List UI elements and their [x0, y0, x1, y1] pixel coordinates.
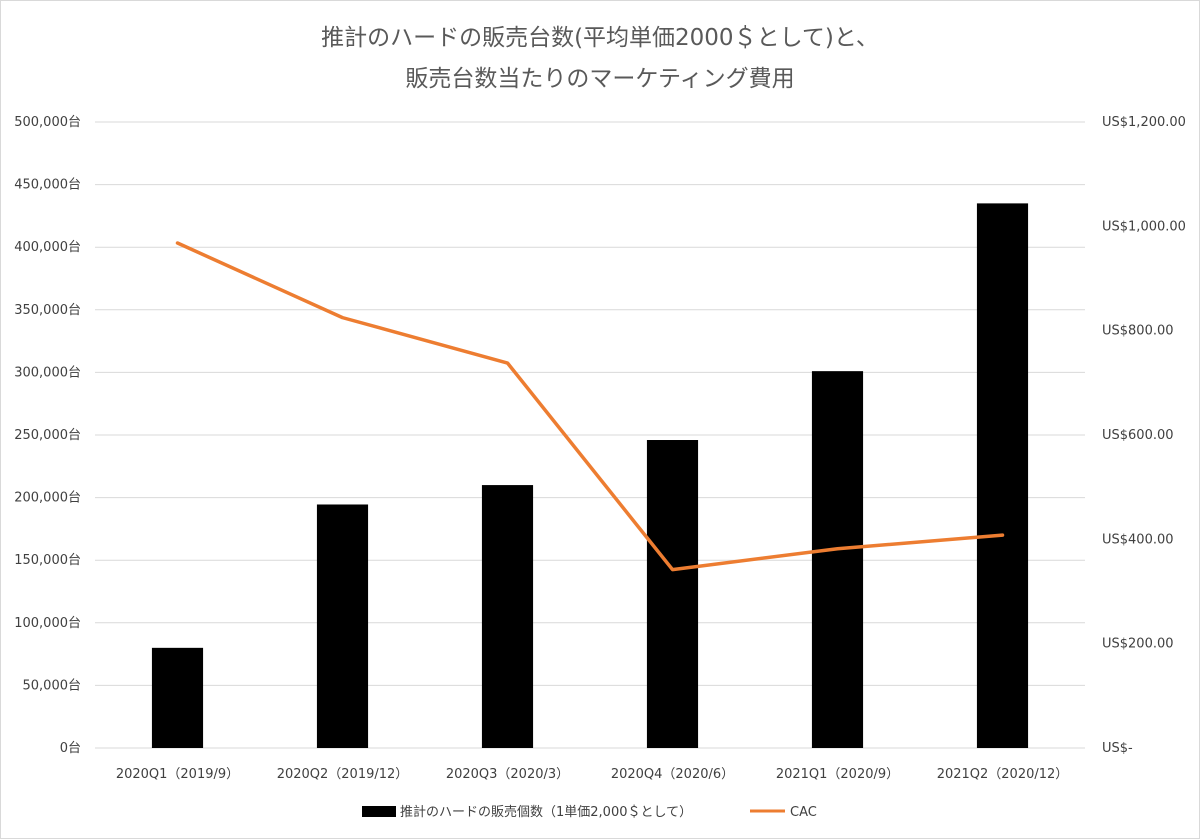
category-label: 2020Q2（2019/12）: [277, 767, 409, 782]
legend-bar-swatch: [362, 806, 396, 817]
legend-line-label: CAC: [790, 805, 817, 820]
bar-series: [151, 203, 1029, 748]
bar: [976, 203, 1029, 748]
left-tick-label: 100,000台: [14, 616, 81, 631]
bar: [481, 485, 534, 748]
left-tick-label: 200,000台: [14, 491, 81, 506]
right-tick-label: US$400.00: [1102, 532, 1174, 547]
left-tick-label: 0台: [60, 741, 81, 756]
right-tick-label: US$1,000.00: [1102, 219, 1186, 234]
bar: [316, 504, 369, 748]
left-tick-label: 50,000台: [23, 678, 82, 693]
right-axis-ticks: US$- US$200.00 US$400.00 US$600.00 US$800.00…: [1102, 115, 1186, 756]
category-label: 2021Q1（2020/9）: [776, 767, 899, 782]
bar: [151, 647, 204, 748]
legend-bar-label: 推計のハードの販売個数（1単価2,000＄として）: [400, 804, 692, 820]
right-tick-label: US$200.00: [1102, 637, 1174, 652]
bar: [811, 371, 864, 748]
legend: 推計のハードの販売個数（1単価2,000＄として） CAC: [362, 804, 817, 820]
line-series: [175, 241, 1005, 572]
right-tick-label: US$800.00: [1102, 324, 1174, 339]
category-label: 2020Q4（2020/6）: [611, 767, 734, 782]
chart-title-line-2: 販売台数当たりのマーケティング費用: [405, 66, 794, 92]
grid-lines: [95, 121, 1085, 749]
left-tick-label: 300,000台: [14, 365, 81, 380]
right-tick-label: US$1,200.00: [1102, 115, 1186, 130]
category-label: 2020Q1（2019/9）: [116, 767, 239, 782]
left-axis-ticks: 0台 50,000台 100,000台 150,000台 200,000台 250,000…: [14, 115, 81, 756]
category-axis-labels: 2020Q1（2019/9） 2020Q2（2019/12） 2020Q3（2020…: [116, 767, 1068, 782]
category-label: 2020Q3（2020/3）: [446, 767, 569, 782]
left-tick-label: 350,000台: [14, 303, 81, 318]
left-tick-label: 150,000台: [14, 553, 81, 568]
bar: [646, 440, 699, 748]
chart-title-line-1: 推計のハードの販売台数(平均単価2000＄として)と、: [321, 25, 879, 51]
left-tick-label: 450,000台: [14, 178, 81, 193]
right-tick-label: US$-: [1102, 741, 1133, 756]
left-tick-label: 250,000台: [14, 428, 81, 443]
left-tick-label: 400,000台: [14, 240, 81, 255]
left-tick-label: 500,000台: [14, 115, 81, 130]
right-tick-label: US$600.00: [1102, 428, 1174, 443]
cac-line: [175, 241, 1005, 572]
category-label: 2021Q2（2020/12）: [937, 767, 1069, 782]
